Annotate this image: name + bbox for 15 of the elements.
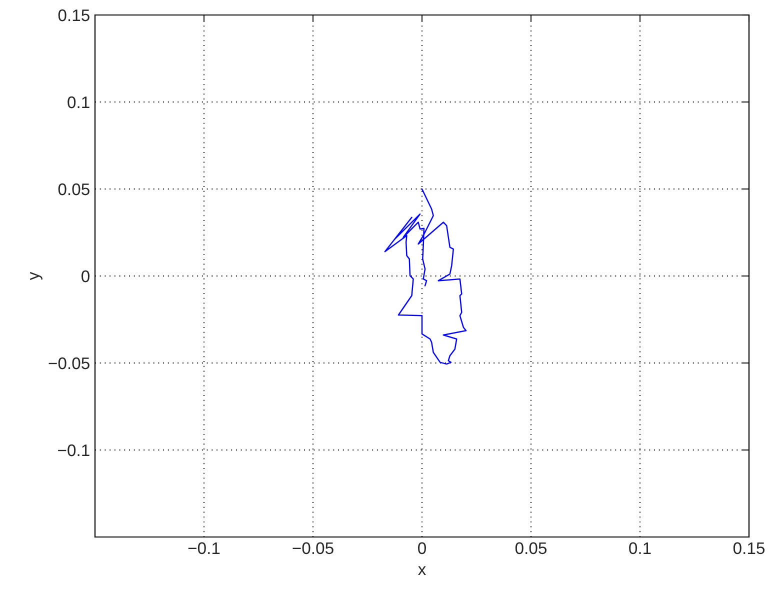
x-tick-label: 0 <box>418 542 426 554</box>
y-tick-label: 0.05 <box>58 183 90 196</box>
x-tick-label: 0.05 <box>515 542 547 554</box>
x-axis-title: x <box>418 566 426 576</box>
y-tick-label: 0.1 <box>68 96 90 108</box>
x-tick-label: −0.1 <box>188 542 220 554</box>
y-tick-label: −0.1 <box>58 444 90 456</box>
y-tick-label: −0.05 <box>48 357 90 370</box>
y-axis-title: y <box>30 272 42 280</box>
x-tick-label: 0.15 <box>733 542 765 554</box>
line-series <box>384 188 467 365</box>
y-tick-label: 0 <box>82 270 90 282</box>
y-tick-label: 0.15 <box>58 9 90 22</box>
x-tick-label: 0.1 <box>629 542 651 554</box>
x-tick-label: −0.05 <box>292 542 334 554</box>
